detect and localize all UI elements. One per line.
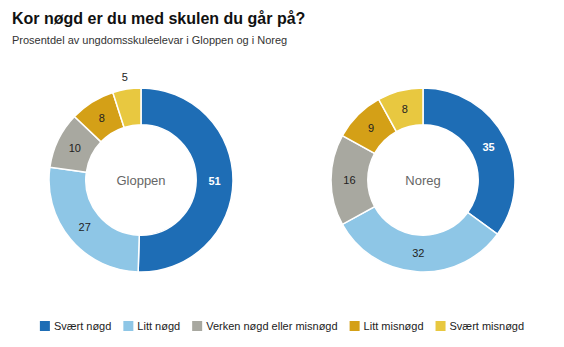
legend-label: Litt nøgd <box>137 320 180 332</box>
donut-center-label: Gloppen <box>116 173 165 188</box>
legend-label: Litt misnøgd <box>364 320 424 332</box>
title: Kor nøgd er du med skulen du går på? <box>12 10 305 27</box>
donut <box>49 88 233 272</box>
donut <box>331 88 515 272</box>
chart: Kor nøgd er du med skulen du går på? Pros… <box>0 0 564 347</box>
data-label: 8 <box>402 103 408 115</box>
donut-center-label: Noreg <box>405 173 440 188</box>
data-label: 35 <box>482 141 494 153</box>
legend-label: Svært misnøgd <box>450 320 525 332</box>
data-label: 51 <box>208 175 220 187</box>
data-label: 27 <box>79 221 91 233</box>
data-label: 16 <box>343 174 355 186</box>
donut-slice <box>113 88 141 127</box>
legend-swatch <box>192 321 202 331</box>
data-label: 9 <box>368 122 374 134</box>
donut-slice <box>342 207 497 272</box>
legend: Svært nøgd Litt nøgd Verken nøgd eller mis… <box>40 320 524 332</box>
legend-label: Svært nøgd <box>54 320 111 332</box>
data-label: 32 <box>412 247 424 259</box>
data-label: 10 <box>69 142 81 154</box>
donut-slice <box>379 88 423 132</box>
legend-label: Verken nøgd eller misnøgd <box>206 320 337 332</box>
legend-swatch <box>123 321 133 331</box>
legend-swatch <box>40 321 50 331</box>
subtitle: Prosentdel av ungdomsskuleelevar i Glopp… <box>12 34 287 46</box>
legend-swatch <box>350 321 360 331</box>
legend-swatch <box>436 321 446 331</box>
donut-slice <box>423 88 515 234</box>
data-label: 5 <box>122 71 128 83</box>
data-label: 8 <box>99 112 105 124</box>
